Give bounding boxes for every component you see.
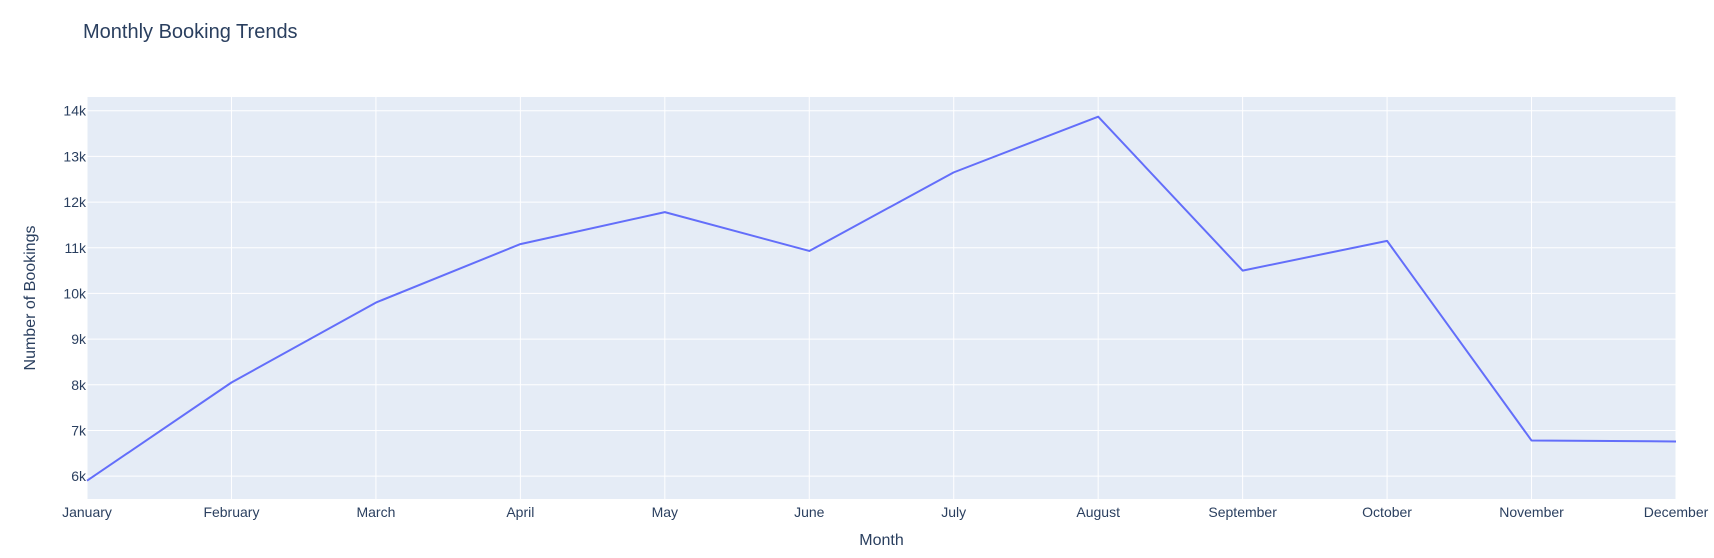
grid bbox=[86, 97, 1677, 499]
y-tick-label: 14k bbox=[63, 103, 87, 119]
y-tick-label: 13k bbox=[63, 148, 87, 164]
y-tick-label: 10k bbox=[63, 285, 87, 301]
x-tick-label: December bbox=[1644, 504, 1709, 520]
y-tick-label: 9k bbox=[71, 331, 87, 347]
x-tick-label: April bbox=[506, 504, 534, 520]
x-tick-label: January bbox=[62, 504, 112, 520]
x-axis-title: Month bbox=[859, 532, 903, 549]
y-tick-label: 6k bbox=[71, 468, 87, 484]
x-tick-label: June bbox=[794, 504, 825, 520]
plot-area bbox=[87, 97, 1676, 499]
x-tick-label: November bbox=[1499, 504, 1564, 520]
x-tick-label: September bbox=[1208, 504, 1277, 520]
y-tick-labels: 6k 7k 8k 9k 10k 11k 12k 13k 14k bbox=[63, 103, 87, 484]
x-tick-labels: January February March April May June July Augu… bbox=[62, 504, 1709, 520]
y-tick-label: 7k bbox=[71, 422, 87, 438]
series-layer bbox=[86, 115, 1677, 482]
y-tick-label: 12k bbox=[63, 194, 87, 210]
x-tick-label: February bbox=[203, 504, 259, 520]
x-tick-label: March bbox=[356, 504, 395, 520]
series-line bbox=[86, 115, 1677, 482]
x-tick-label: July bbox=[941, 504, 966, 520]
y-tick-label: 8k bbox=[71, 377, 87, 393]
x-tick-label: May bbox=[652, 504, 678, 520]
chart-title: Monthly Booking Trends bbox=[83, 21, 298, 43]
y-tick-label: 11k bbox=[64, 240, 87, 256]
x-tick-label: August bbox=[1076, 504, 1120, 520]
x-tick-label: October bbox=[1362, 504, 1412, 520]
y-axis-title: Number of Bookings bbox=[22, 226, 39, 371]
